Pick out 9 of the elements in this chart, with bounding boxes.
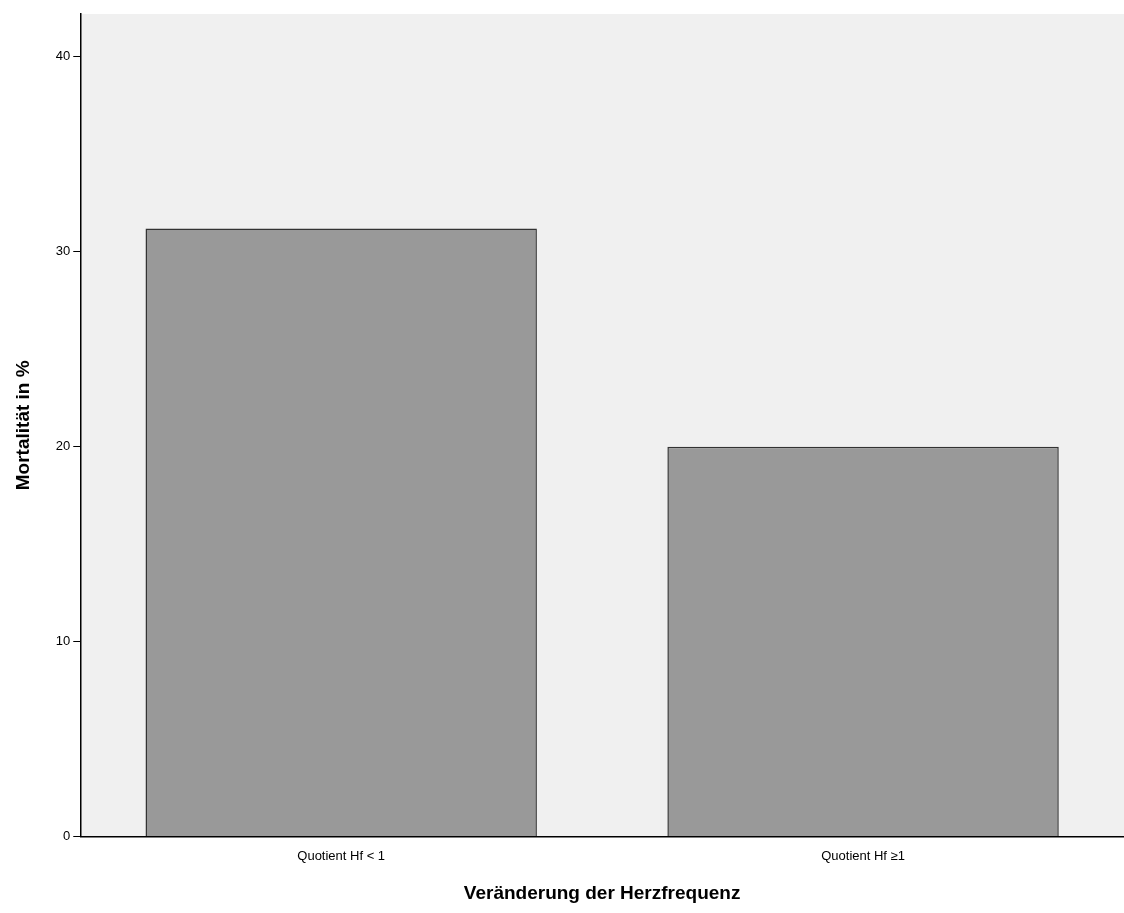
y-tick-label: 40: [55, 48, 71, 64]
x-axis-title: Veränderung der Herzfrequenz: [463, 881, 741, 903]
y-tick-label: 20: [55, 438, 71, 454]
y-tick-label: 30: [55, 243, 71, 259]
y-tick-label: 0: [63, 828, 71, 844]
x-tick-label: Quotient Hf ≥1: [821, 847, 905, 863]
y-tick-label: 10: [55, 633, 71, 649]
x-tick-label: Quotient Hf < 1: [297, 847, 386, 863]
y-axis-title: Mortalität in %: [11, 360, 33, 491]
